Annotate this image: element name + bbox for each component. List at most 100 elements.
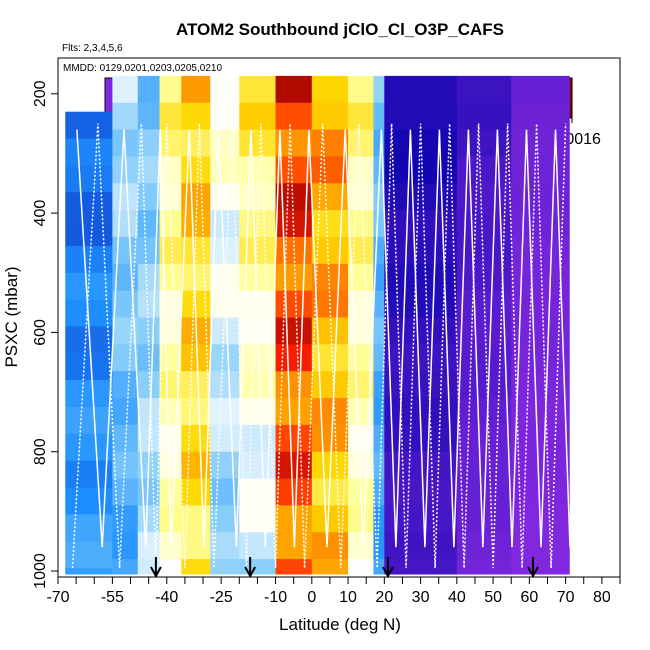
heatmap-cell <box>210 478 240 506</box>
heatmap-cell <box>65 111 113 140</box>
arrow-marker-head <box>150 566 162 579</box>
heatmap-cell <box>159 451 182 480</box>
heatmap-cell <box>137 371 161 399</box>
heatmap-cell <box>239 451 277 480</box>
heatmap-cell <box>210 424 240 453</box>
heatmap-cell <box>181 344 211 372</box>
heatmap-cell <box>112 210 139 238</box>
heatmap-cell <box>112 102 139 131</box>
x-axis-label: Latitude (deg N) <box>279 615 401 634</box>
heatmap-cell <box>239 183 277 211</box>
heatmap-cell <box>311 398 349 426</box>
heatmap-cell <box>275 263 313 292</box>
heatmap-cell <box>181 371 211 399</box>
heatmap-cell <box>275 344 313 372</box>
heatmap-cell <box>239 559 277 575</box>
heatmap-cell <box>159 317 182 345</box>
heatmap-cell <box>275 478 313 506</box>
flight-profiles <box>71 123 571 569</box>
heatmap-cell <box>373 344 385 372</box>
x-tick-label: 10 <box>339 589 357 606</box>
heatmap-cell <box>456 398 512 426</box>
x-axis: -70 -55 -40 -25 -10 0 10 20 30 40 50 60 70 80 <box>46 577 621 606</box>
heatmap-cell <box>137 532 161 560</box>
heatmap-cell <box>65 138 113 166</box>
heatmap-cell <box>159 129 182 157</box>
heatmap-cell <box>275 424 313 453</box>
dates-note: MMDD: 0129,0201,0203,0205,0210 <box>63 63 222 74</box>
arrow-marker-head <box>527 566 539 579</box>
heatmap-cell <box>373 317 385 345</box>
heatmap-cell <box>373 236 385 265</box>
heatmap-cell <box>137 102 161 131</box>
heatmap-cell <box>373 559 385 575</box>
heatmap-cell <box>181 263 211 292</box>
heatmap-cell <box>511 102 570 131</box>
heatmap-cell <box>348 451 374 480</box>
arrow-marker-head <box>244 566 257 579</box>
heatmap-cell <box>348 75 374 104</box>
heatmap-cell <box>456 102 512 131</box>
y-axis-label: PSXC (mbar) <box>2 266 21 367</box>
heatmap-cell <box>384 317 458 345</box>
heatmap-cell <box>373 290 385 318</box>
heatmap-cell <box>511 129 570 157</box>
heatmap-cell <box>384 75 458 104</box>
heatmap-cell <box>348 344 374 372</box>
heatmap-cell <box>210 102 240 131</box>
heatmap-cell <box>456 317 512 345</box>
heatmap-cell <box>456 424 512 453</box>
heatmap-cell <box>275 129 313 157</box>
heatmap-cell <box>373 398 385 426</box>
heatmap-cell <box>275 398 313 426</box>
heatmap-cell <box>384 451 458 480</box>
heatmap-cell <box>65 568 113 575</box>
heatmap-cell <box>511 317 570 345</box>
heatmap-cell <box>373 75 385 104</box>
heatmap-cell <box>65 192 113 220</box>
heatmap-cell <box>311 532 349 560</box>
heatmap-cell <box>239 75 277 104</box>
heatmap-cell <box>373 371 385 399</box>
heatmap-cell <box>159 424 182 453</box>
heatmap-cell <box>159 75 182 104</box>
heatmap-cell <box>348 532 374 560</box>
heatmap-cell <box>210 371 240 399</box>
heatmap-cell <box>65 272 113 301</box>
heatmap-cell <box>511 75 570 104</box>
heatmap-cell <box>112 371 139 399</box>
heatmap-cell <box>159 156 182 184</box>
heatmap-cell <box>112 505 139 533</box>
heatmap-cell <box>137 263 161 292</box>
heatmap-cell <box>311 210 349 238</box>
heatmap-cell <box>137 183 161 211</box>
heatmap-cell <box>275 317 313 345</box>
heatmap-cell <box>210 398 240 426</box>
heatmap-cell <box>311 371 349 399</box>
x-tick-label: 60 <box>520 589 538 606</box>
heatmap-cell <box>137 290 161 318</box>
heatmap-cell <box>456 344 512 372</box>
heatmap-cell <box>112 290 139 318</box>
heatmap-cell <box>311 424 349 453</box>
x-tick-label: -70 <box>46 589 69 606</box>
heatmap-cell <box>137 75 161 104</box>
heatmap-cell <box>112 75 139 104</box>
heatmap-cell <box>384 263 458 292</box>
y-tick-label: 400 <box>32 200 49 227</box>
heatmap-cell <box>348 317 374 345</box>
plot-frame <box>57 57 621 578</box>
heatmap-cell <box>181 102 211 131</box>
chart-title: ATOM2 Southbound jClO_Cl_O3P_CAFS <box>176 20 504 39</box>
heatmap-cell <box>112 424 139 453</box>
heatmap-cell <box>348 129 374 157</box>
x-tick-label: 40 <box>448 589 466 606</box>
heatmap-cell <box>456 371 512 399</box>
heatmap-cell <box>384 210 458 238</box>
heatmap-cell <box>210 559 240 575</box>
heatmap-cell <box>275 75 313 104</box>
heatmap-cell <box>275 559 313 575</box>
heatmap-cell <box>210 129 240 157</box>
heatmap-cell <box>373 263 385 292</box>
heatmap-cell <box>112 183 139 211</box>
